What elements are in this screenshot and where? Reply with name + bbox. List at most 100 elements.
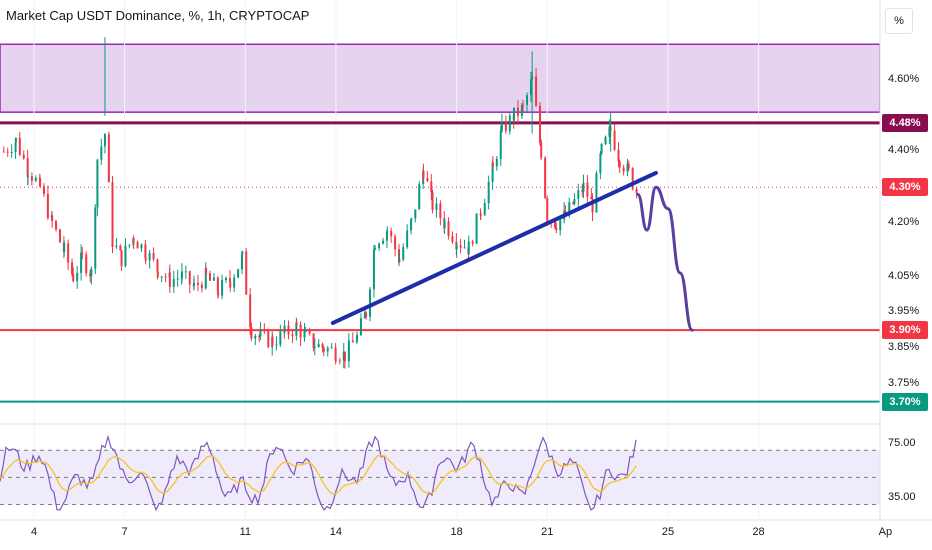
candle-body [608, 126, 611, 137]
candle-body [321, 343, 324, 349]
candle-body [156, 259, 159, 272]
candle-body [249, 294, 252, 328]
candle-body [26, 176, 29, 178]
rsi-tick-label: 75.00 [888, 436, 916, 449]
candle-body [90, 268, 93, 277]
candle-body [618, 161, 621, 168]
candle-body [402, 247, 405, 260]
candle-body [317, 343, 320, 348]
candle-body [216, 277, 219, 293]
candle-body [426, 177, 429, 182]
time-tick-label: Ap [878, 526, 893, 538]
candle-body [443, 221, 446, 229]
time-tick-label: 4 [30, 526, 38, 538]
candle-body [267, 330, 270, 347]
candle-body [590, 196, 593, 200]
candle-body [283, 325, 286, 333]
candle-body [431, 191, 434, 210]
candle-body [96, 159, 99, 208]
candle-body [103, 134, 106, 147]
candle-body [14, 142, 17, 153]
candle-body [312, 333, 315, 349]
candle-body [334, 360, 337, 362]
candle-body [491, 162, 494, 182]
candle-body [342, 351, 345, 361]
candle-body [372, 249, 375, 290]
candle-body [217, 292, 220, 296]
candle-body [627, 163, 630, 169]
rsi-ma-line [0, 454, 637, 495]
candle-body [279, 331, 282, 345]
candle-body [435, 203, 438, 210]
candle-body [529, 79, 532, 96]
candle-body [522, 104, 525, 106]
candle-body [508, 115, 511, 132]
candle-body [72, 274, 75, 282]
candle-body [144, 258, 147, 261]
candle-body [132, 237, 135, 243]
candle-body [356, 334, 359, 342]
candle-body [308, 330, 311, 334]
candle-body [635, 188, 638, 194]
candle-body [586, 182, 589, 197]
time-tick-label: 25 [661, 526, 675, 538]
candle-body [322, 348, 325, 352]
price-tick-label: 4.05% [888, 269, 920, 282]
candle-body [343, 351, 346, 362]
candle-body [414, 209, 417, 219]
candle-body [365, 312, 368, 317]
candle-body [455, 245, 458, 250]
candle-body [572, 202, 575, 204]
candle-body [51, 215, 54, 222]
candle-body [559, 219, 562, 231]
candle-body [374, 248, 377, 250]
price-unit-toggle[interactable]: % [885, 8, 913, 34]
candle-body [544, 157, 547, 198]
candle-body [152, 253, 155, 260]
time-tick-label: 28 [752, 526, 765, 538]
candle-body [295, 322, 298, 336]
candle-body [237, 269, 240, 278]
candle-body [26, 158, 29, 177]
candle-body [487, 181, 490, 204]
candle-body [85, 254, 88, 274]
candle-body [22, 154, 25, 159]
candle-body [164, 276, 167, 278]
candle-body [295, 322, 298, 325]
candle-body [467, 241, 470, 255]
candles [2, 37, 638, 369]
candle-body [359, 318, 362, 335]
candle-body [499, 130, 502, 159]
candle-body [495, 158, 498, 167]
candle-body [390, 230, 393, 237]
candle-body [258, 335, 261, 337]
candle-body [303, 331, 306, 338]
candle-body [582, 182, 585, 192]
candle-body [382, 240, 385, 244]
candle-body [631, 168, 634, 189]
candle-body [233, 277, 236, 288]
price-tag: 4.48% [882, 113, 928, 132]
candle-body [124, 245, 127, 267]
candle-body [430, 181, 433, 192]
candle-body [115, 245, 118, 247]
candle-body [451, 236, 454, 242]
price-tick-label: 4.20% [888, 215, 920, 228]
candle-body [107, 134, 110, 183]
candle-body [172, 278, 175, 287]
candle-body [447, 221, 450, 237]
candle-body [188, 271, 191, 285]
candle-body [228, 277, 231, 282]
price-tick-label: 3.85% [888, 341, 920, 353]
candle-body [212, 277, 215, 281]
candle-body [196, 282, 199, 285]
candle-body [18, 137, 21, 155]
candle-body [626, 163, 629, 172]
price-tag: 3.70% [882, 392, 928, 411]
candle-body [535, 76, 538, 106]
candle-body [573, 199, 576, 204]
projection-path [636, 185, 694, 332]
price-tag: 4.30% [882, 178, 928, 197]
